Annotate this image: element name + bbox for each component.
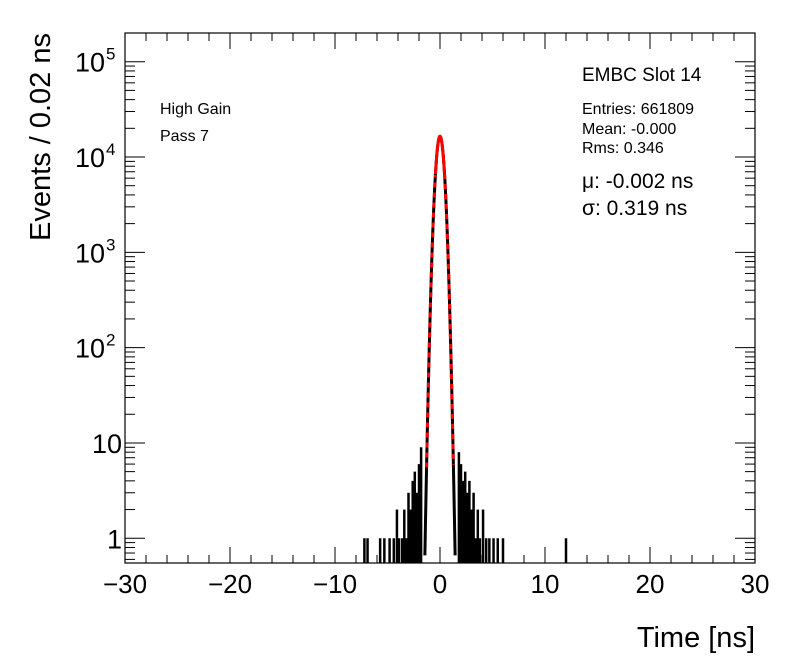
y-tick-exponent: 2 [106, 331, 115, 350]
y-tick-exponent: 3 [106, 235, 115, 254]
y-tick-label: 10 [75, 238, 105, 268]
pass-label: Pass 7 [160, 128, 209, 145]
x-tick-label: −30 [103, 569, 147, 599]
y-tick-label: 10 [75, 143, 105, 173]
x-tick-label: 20 [636, 569, 665, 599]
fit-sigma: σ: 0.319 ns [582, 197, 687, 220]
x-tick-labels: −30 −20 −10 0 10 20 30 [103, 569, 770, 599]
stats-entries: Entries: 661809 [582, 101, 694, 118]
fit-dashed-right [443, 173, 455, 465]
x-axis-label: Time [ns] [637, 622, 755, 654]
gain-label: High Gain [160, 101, 231, 118]
x-tick-label: −20 [208, 569, 252, 599]
fit-solid [433, 134, 446, 175]
chart-title: EMBC Slot 14 [582, 65, 702, 86]
y-axis-label: Events / 0.02 ns [25, 33, 57, 241]
x-tick-label: 30 [741, 569, 770, 599]
y-tick-label: 10 [92, 429, 122, 459]
x-tick-label: 0 [433, 569, 447, 599]
y-tick-exponent: 4 [106, 140, 115, 159]
histogram-bars [363, 134, 568, 563]
axis-ticks [124, 32, 756, 563]
gaussian-fit [425, 134, 455, 468]
y-tick-exponent: 5 [106, 45, 115, 64]
x-tick-label: −10 [313, 569, 357, 599]
stats-rms: Rms: 0.346 [582, 140, 664, 157]
fit-dashed-left [425, 174, 437, 468]
y-tick-label: 10 [75, 48, 105, 78]
y-tick-label: 10 [75, 334, 105, 364]
fit-mu: μ: -0.002 ns [582, 170, 693, 193]
x-tick-label: 10 [531, 569, 560, 599]
y-tick-label: 1 [107, 524, 122, 554]
stats-mean: Mean: -0.000 [582, 121, 676, 138]
